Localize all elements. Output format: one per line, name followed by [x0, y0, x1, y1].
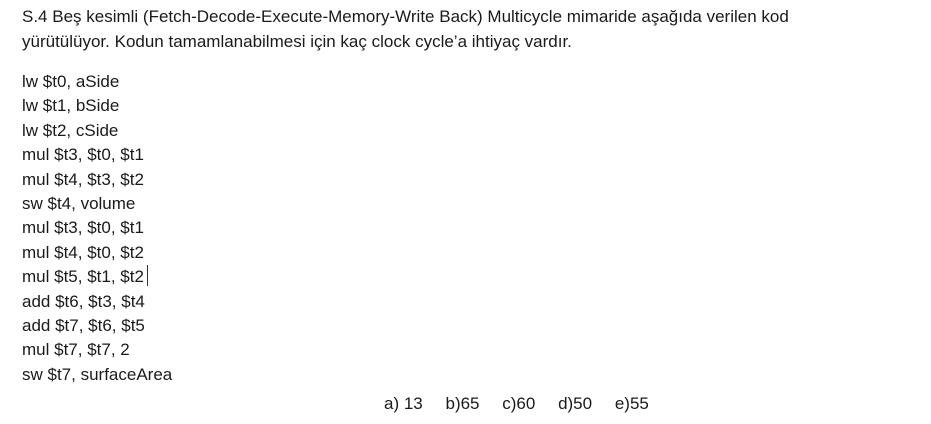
code-line: add $t7, $t6, $t5: [22, 315, 145, 335]
code-line: mul $t7, $t7, 2: [22, 340, 130, 360]
answer-option-e: e)55: [614, 394, 649, 413]
code-line: lw $t1, bSide: [22, 96, 120, 116]
code-line-text: mul $t5, $t1, $t2: [22, 267, 144, 287]
question-line-1: S.4 Beş kesimli (Fetch-Decode-Execute-Me…: [22, 7, 789, 26]
question-text: S.4 Beş kesimli (Fetch-Decode-Execute-Me…: [22, 4, 917, 54]
answer-options: a) 13 b)65 c)60 d)50 e)55: [384, 392, 649, 416]
code-line: mul $t4, $t3, $t2: [22, 169, 144, 189]
text-cursor: [146, 265, 148, 287]
code-line: lw $t0, aSide: [22, 72, 120, 91]
code-line: mul $t3, $t0, $t1: [22, 145, 144, 165]
question-line-2: yürütülüyor. Kodun tamamlanabilmesi için…: [22, 32, 572, 51]
answer-option-b: b)65: [445, 394, 480, 413]
code-line: mul $t4, $t0, $t2: [22, 242, 144, 262]
answer-option-c: c)60: [502, 394, 536, 413]
code-line: sw $t4, volume: [22, 193, 136, 213]
code-line-with-cursor[interactable]: mul $t5, $t1, $t2: [22, 265, 172, 289]
code-listing: lw $t0, aSide lw $t1, bSide lw $t2, cSid…: [22, 70, 172, 387]
code-line: add $t6, $t3, $t4: [22, 291, 145, 311]
answer-option-d: d)50: [558, 394, 593, 413]
code-line: mul $t3, $t0, $t1: [22, 218, 144, 238]
code-line: lw $t2, cSide: [22, 120, 119, 140]
code-line: sw $t7, surfaceArea: [22, 364, 173, 384]
answer-option-a: a) 13: [384, 394, 423, 413]
